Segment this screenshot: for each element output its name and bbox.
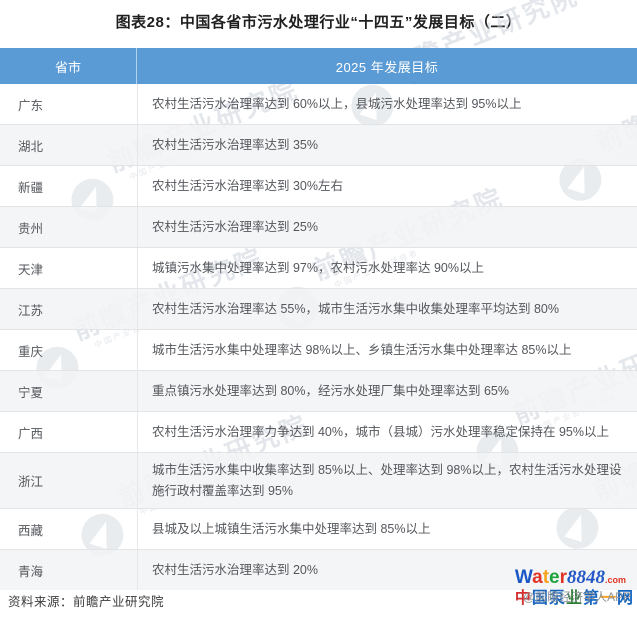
goal-cell: 农村生活污水治理率力争达到 40%，城市（县城）污水处理率稳定保持在 95%以上 — [137, 412, 637, 452]
logo-letter: W — [514, 567, 533, 588]
province-cell: 西藏 — [18, 523, 44, 538]
goal-cell: 农村生活污水治理率达到 25% — [137, 207, 637, 247]
table-row: 江苏 农村生活污水治理率达 55%，城市生活污水集中收集处理率平均达到 80% — [0, 288, 637, 329]
table-row: 贵州 农村生活污水治理率达到 25% — [0, 206, 637, 247]
province-cell: 江苏 — [18, 303, 44, 318]
table-row: 宁夏 重点镇污水处理率达到 80%，经污水处理厂集中处理率达到 65% — [0, 370, 637, 411]
province-cell: 浙江 — [18, 475, 44, 490]
table-row: 西藏 县城及以上城镇生活污水集中处理率达到 85%以上 — [0, 508, 637, 550]
tagline-char: 第 — [582, 590, 600, 607]
goal-cell: 城市生活污水集中处理率达 98%以上、乡镇生活污水集中处理率达 85%以上 — [137, 330, 637, 370]
province-cell: 湖北 — [18, 139, 44, 154]
tagline-char: 国 — [531, 590, 549, 607]
tagline-char: 中 — [514, 590, 532, 607]
table-row: 新疆 农村生活污水治理率达到 30%左右 — [0, 165, 637, 206]
logo-tagline: 中国泵业第一网 @前瞻经济学人APP — [515, 589, 634, 608]
table-row: 浙江 城市生活污水集中收集率达到 85%以上、处理率达到 98%以上，农村生活污… — [0, 452, 637, 509]
logo-tld: .com — [605, 575, 627, 585]
goal-cell: 城市生活污水集中收集率达到 85%以上、处理率达到 98%以上，农村生活污水处理… — [137, 453, 637, 509]
tagline-char: 业 — [565, 590, 583, 607]
water8848-wordmark: Water8848.com — [515, 568, 634, 587]
table-row: 广西 农村生活污水治理率力争达到 40%，城市（县城）污水处理率稳定保持在 95… — [0, 411, 637, 452]
goal-cell: 农村生活污水治理率达 55%，城市生活污水集中收集处理率平均达到 80% — [137, 289, 637, 329]
header-cell-province: 省市 — [0, 48, 137, 84]
goal-cell: 城镇污水集中处理率达到 97%，农村污水处理率达 90%以上 — [137, 248, 637, 288]
province-cell: 广东 — [18, 98, 44, 113]
province-cell: 贵州 — [18, 221, 44, 236]
app-watermark-overlay: @前瞻经济学人APP — [522, 590, 632, 604]
logo-letter: r — [559, 567, 568, 588]
province-cell: 天津 — [18, 262, 44, 277]
source-note: 资料来源：前瞻产业研究院 — [8, 595, 165, 609]
logo-letter: t — [542, 567, 550, 588]
table-row: 天津 城镇污水集中处理率达到 97%，农村污水处理率达 90%以上 — [0, 247, 637, 288]
water8848-logo: Water8848.com 中国泵业第一网 @前瞻经济学人APP — [515, 568, 634, 608]
logo-number: 8848 — [567, 567, 606, 588]
province-cell: 新疆 — [18, 180, 44, 195]
table-row: 湖北 农村生活污水治理率达到 35% — [0, 124, 637, 165]
goal-cell: 农村生活污水治理率达到 60%以上，县城污水处理率达到 95%以上 — [137, 84, 637, 124]
logo-letter: e — [549, 567, 560, 588]
tagline-char: 一 — [599, 590, 617, 607]
goals-table: 省市 2025 年发展目标 广东 农村生活污水治理率达到 60%以上，县城污水处… — [0, 48, 637, 591]
province-cell: 宁夏 — [18, 385, 44, 400]
goal-cell: 农村生活污水治理率达到 35% — [137, 125, 637, 165]
province-cell: 青海 — [18, 564, 44, 579]
table-row: 广东 农村生活污水治理率达到 60%以上，县城污水处理率达到 95%以上 — [0, 84, 637, 124]
tagline-char: 网 — [616, 590, 634, 607]
goal-cell: 重点镇污水处理率达到 80%，经污水处理厂集中处理率达到 65% — [137, 371, 637, 411]
table-header-row: 省市 2025 年发展目标 — [0, 48, 637, 84]
table-row: 重庆 城市生活污水集中处理率达 98%以上、乡镇生活污水集中处理率达 85%以上 — [0, 329, 637, 370]
tagline-char: 泵 — [548, 590, 566, 607]
logo-letter: a — [532, 567, 543, 588]
goal-cell: 县城及以上城镇生活污水集中处理率达到 85%以上 — [137, 509, 637, 550]
page-title: 图表28：中国各省市污水处理行业“十四五”发展目标（二） — [115, 14, 522, 31]
header-cell-goal: 2025 年发展目标 — [335, 59, 439, 75]
goal-cell: 农村生活污水治理率达到 20% — [137, 550, 637, 591]
province-cell: 广西 — [18, 426, 44, 441]
province-cell: 重庆 — [18, 344, 44, 359]
goal-cell: 农村生活污水治理率达到 30%左右 — [137, 166, 637, 206]
